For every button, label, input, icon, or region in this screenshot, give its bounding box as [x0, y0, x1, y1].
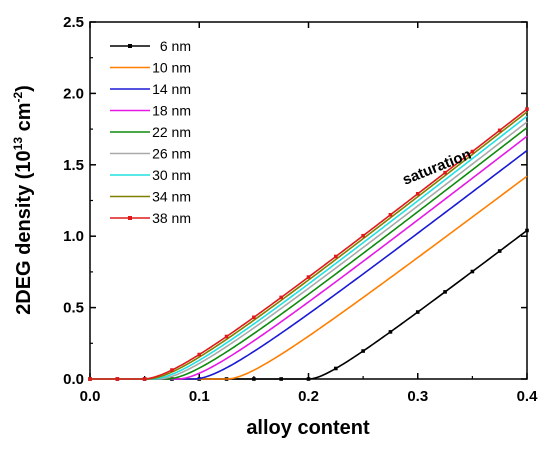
series-marker-9-9 [334, 254, 338, 259]
legend-label-1: 6 nm [160, 38, 191, 54]
series-marker-1-16 [525, 228, 529, 233]
y-axis-title-mid: cm [13, 103, 35, 137]
series-marker-9-12 [415, 192, 420, 196]
series-marker-1-11 [388, 330, 393, 334]
legend-label-2: 10 nm [152, 60, 191, 76]
series-line-3 [90, 149, 528, 380]
y-axis-title-main: 2DEG density (10 [13, 150, 35, 315]
legend-marker-9 [128, 216, 132, 220]
series-marker-9-1 [115, 377, 120, 381]
series-marker-9-14 [470, 149, 475, 154]
series-line-8 [90, 111, 528, 380]
y-tick-label-1: 0.5 [63, 300, 84, 317]
legend-label-5: 22 nm [152, 124, 191, 140]
series-marker-9-5 [224, 334, 229, 339]
legend-label-9: 38 nm [152, 210, 191, 226]
series-marker-9-16 [525, 107, 529, 111]
series-line-7 [90, 115, 528, 380]
y-tick-label-2: 1.0 [63, 228, 84, 245]
legend: 6 nm 10 nm 14 nm 18 nm 22 nm 26 nm 30 nm 34 nm 3… [110, 38, 191, 226]
series-marker-1-12 [415, 310, 420, 314]
series-marker-1-8 [306, 377, 311, 381]
x-tick-label-4: 0.4 [517, 388, 539, 405]
series-marker-9-6 [252, 315, 256, 320]
y-axis-title-end: ) [13, 85, 35, 92]
y-axis-title-sup2: -2 [11, 92, 25, 103]
legend-label-7: 30 nm [152, 167, 191, 183]
legend-label-3: 14 nm [152, 81, 191, 97]
series-line-1 [90, 229, 528, 380]
series-lines [88, 107, 529, 381]
series-marker-9-11 [388, 213, 393, 217]
x-tick-label-1: 0.1 [189, 388, 210, 405]
legend-marker-1 [128, 44, 132, 48]
series-marker-1-6 [252, 377, 256, 381]
series-marker-9-0 [88, 377, 92, 381]
series-marker-9-8 [306, 275, 311, 279]
y-tick-label-4: 2.0 [63, 85, 84, 102]
series-marker-9-3 [170, 368, 174, 372]
series-marker-9-2 [142, 377, 147, 381]
series-marker-1-15 [497, 249, 502, 253]
series-marker-1-13 [443, 290, 447, 294]
x-tick-label-2: 0.2 [298, 388, 319, 405]
y-tick-label-0: 0.0 [63, 371, 84, 388]
series-marker-9-4 [197, 352, 202, 357]
series-marker-9-15 [497, 128, 502, 133]
y-tick-label-3: 1.5 [63, 157, 84, 174]
legend-label-4: 18 nm [152, 103, 191, 119]
series-marker-1-10 [361, 349, 365, 353]
x-axis-title: alloy content [246, 417, 370, 439]
y-axis-title-sup1: 13 [11, 137, 25, 151]
y-axis-title: 2DEG density (1013 cm-2) [11, 85, 35, 315]
x-tick-label-0: 0.0 [80, 388, 101, 405]
legend-label-8: 34 nm [152, 189, 191, 205]
series-marker-1-7 [279, 377, 283, 381]
series-marker-9-13 [443, 170, 447, 175]
y-tick-label-5: 2.5 [63, 14, 84, 31]
series-line-6 [90, 121, 528, 380]
x-tick-label-3: 0.3 [407, 388, 428, 405]
axis-ticks: 0.0 0.1 0.2 0.3 0.4 0.0 0.5 1.0 1.5 2.0 2.5 [63, 14, 538, 405]
series-marker-1-9 [334, 366, 338, 371]
series-marker-9-10 [361, 233, 365, 238]
series-marker-1-14 [470, 269, 475, 274]
legend-label-6: 26 nm [152, 146, 191, 162]
series-marker-9-7 [279, 295, 283, 300]
